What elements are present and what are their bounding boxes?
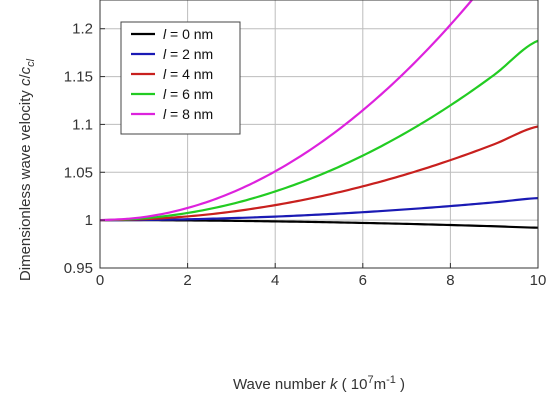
x-axis-title-unit-open: ( 10: [337, 376, 367, 393]
series-line-4: [100, 0, 474, 222]
legend-box: [120, 21, 241, 135]
legend-label-2: l = 4 nm: [163, 66, 213, 82]
legend-label-3: l = 6 nm: [163, 86, 213, 102]
legend: l = 0 nm l = 2 nm l = 4 nm l = 6 nm l = 8 nm: [120, 21, 241, 135]
y-tick-label: 1.15: [64, 69, 93, 86]
x-tick-label: 4: [271, 272, 279, 289]
series-line-3: [100, 39, 538, 222]
x-tick-label: 10: [530, 272, 547, 289]
x-axis-title-var: k: [330, 376, 339, 393]
plot-frame: [99, 0, 539, 269]
series-line-2: [100, 125, 538, 222]
y-tick-label: 1.05: [64, 164, 93, 181]
legend-label-1: l = 2 nm: [163, 46, 213, 62]
y-axis-title-var: c: [17, 78, 34, 86]
x-axis-title-exp2: -1: [386, 374, 396, 386]
y-axis-title-prefix: Dimensionless wave velocity: [17, 86, 34, 281]
axis-ticks: 0 2 4 6 8 10 0.95 1 1.05 1.1 1.15 1.2: [64, 21, 547, 289]
x-tick-label: 6: [359, 272, 367, 289]
legend-label-4: l = 8 nm: [163, 106, 213, 122]
y-tick-label: 1.2: [72, 21, 93, 38]
x-tick-label: 2: [183, 272, 191, 289]
y-axis-title: Dimensionless wave velocity c/ccl: [17, 58, 37, 281]
x-tick-label: 0: [96, 272, 104, 289]
y-tick-label: 0.95: [64, 260, 93, 277]
x-axis-title: Wave number k ( 107m-1 ): [233, 374, 405, 393]
legend-label-0: l = 0 nm: [163, 26, 213, 42]
x-axis-title-unit-mid: m: [374, 376, 387, 393]
x-axis-title-prefix: Wave number: [233, 376, 330, 393]
y-axis-title-var2: c: [17, 66, 34, 74]
series-lines: [100, 0, 538, 229]
x-tick-label: 8: [446, 272, 454, 289]
y-axis-title-slash: /: [17, 74, 34, 79]
legend-items: l = 0 nm l = 2 nm l = 4 nm l = 6 nm l = 8 nm: [131, 26, 213, 122]
y-tick-label: 1: [85, 212, 93, 229]
y-tick-label: 1.1: [72, 116, 93, 133]
y-axis-title-sub: cl: [25, 58, 37, 67]
series-line-1: [100, 197, 538, 222]
x-axis-title-unit-close: ): [396, 376, 405, 393]
x-axis-title-exp1: 7: [367, 374, 373, 386]
